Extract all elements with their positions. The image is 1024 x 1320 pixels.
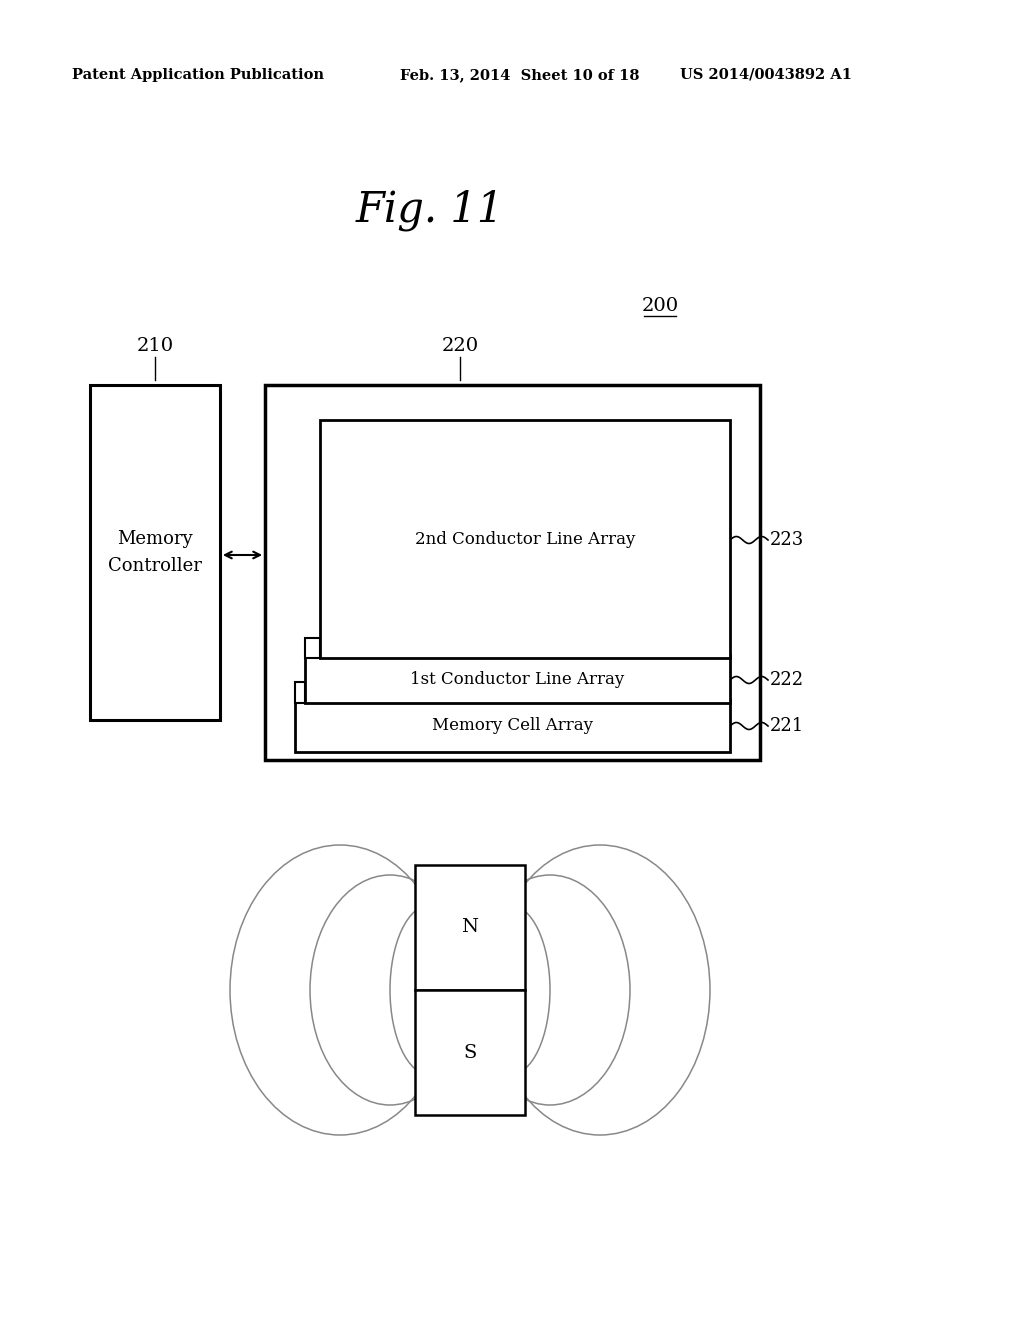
Bar	[265, 385, 760, 760]
Bar	[295, 682, 305, 704]
Text: 1st Conductor Line Array: 1st Conductor Line Array	[411, 671, 625, 688]
Bar	[319, 420, 730, 657]
Bar	[305, 655, 730, 704]
Text: Feb. 13, 2014  Sheet 10 of 18: Feb. 13, 2014 Sheet 10 of 18	[400, 69, 640, 82]
Text: 223: 223	[770, 531, 804, 549]
Text: 221: 221	[770, 717, 804, 735]
Bar	[295, 700, 730, 752]
Text: 220: 220	[441, 337, 478, 355]
Bar	[415, 990, 525, 1115]
Text: US 2014/0043892 A1: US 2014/0043892 A1	[680, 69, 852, 82]
Text: Patent Application Publication: Patent Application Publication	[72, 69, 324, 82]
Text: 222: 222	[770, 671, 804, 689]
Text: Memory Cell Array: Memory Cell Array	[432, 718, 593, 734]
Bar	[90, 385, 220, 719]
Text: 210: 210	[136, 337, 173, 355]
Text: Fig. 11: Fig. 11	[355, 189, 504, 231]
Bar	[305, 638, 319, 657]
Text: Memory
Controller: Memory Controller	[109, 531, 202, 574]
Text: 2nd Conductor Line Array: 2nd Conductor Line Array	[415, 531, 635, 548]
Bar	[415, 865, 525, 990]
Text: 200: 200	[641, 297, 679, 315]
Text: S: S	[464, 1044, 476, 1061]
Text: N: N	[462, 919, 478, 936]
